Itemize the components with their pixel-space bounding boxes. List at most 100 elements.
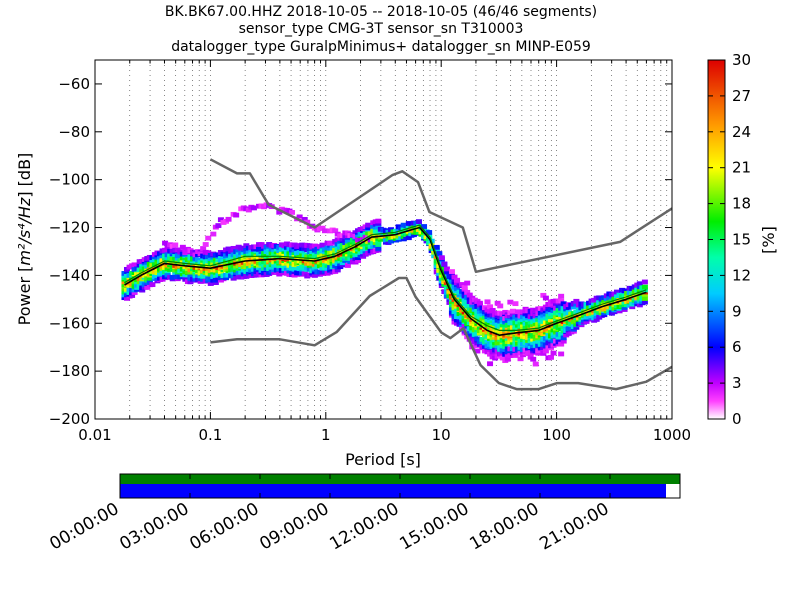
heatmap-cell: [497, 351, 504, 357]
heatmap-cell: [146, 275, 153, 281]
colorbar-tick-label: 6: [732, 338, 742, 356]
heatmap-cell: [433, 244, 440, 250]
heatmap-cell: [169, 274, 176, 280]
heatmap-cell: [182, 275, 189, 281]
colorbar-tick-label: 0: [732, 410, 742, 428]
heatmap-cell: [311, 243, 318, 249]
heatmap-cell: [243, 273, 250, 279]
x-tick-label: 1000: [653, 426, 691, 444]
heatmap-cell: [509, 311, 516, 317]
heatmap-cell: [172, 242, 179, 248]
heatmap-cell: [461, 299, 468, 305]
x-tick-label: 0.01: [78, 426, 111, 444]
heatmap-cell: [474, 348, 481, 354]
heatmap-cell: [542, 348, 549, 354]
heatmap-cell: [616, 308, 623, 314]
heatmap-cell: [332, 228, 339, 234]
heatmap-cell: [415, 219, 422, 225]
heatmap-cell: [243, 243, 250, 249]
high-noise-model-line: [209, 158, 672, 274]
heatmap-cell: [613, 289, 620, 295]
plot-frame: [94, 59, 673, 420]
heatmap-cell: [174, 255, 181, 261]
heatmap-cell: [200, 246, 207, 251]
heatmap-cell: [466, 332, 473, 337]
y-axis-label: Power [m²/s⁴/Hz] [dB]: [15, 153, 34, 326]
heatmap-cell: [454, 277, 461, 283]
heatmap-cell: [489, 307, 496, 313]
colorbar-tick-label: 21: [732, 159, 751, 177]
heatmap-cell: [162, 240, 169, 246]
heatmap-cell: [550, 350, 557, 356]
heatmap-cell: [621, 305, 628, 310]
heatmap-cell: [322, 228, 329, 234]
timeline-tick-label: 15:00:00: [396, 499, 472, 555]
heatmap-cell: [497, 303, 504, 309]
heatmap-cell: [129, 293, 136, 298]
heatmap-cell: [641, 284, 648, 290]
heatmap-cell: [621, 288, 628, 294]
heatmap-cell: [225, 216, 232, 222]
colorbar-tick-label: 30: [732, 51, 751, 69]
heatmap-cell: [388, 238, 395, 244]
heatmap-cell: [532, 361, 539, 367]
heatmap-cell: [149, 282, 156, 287]
timeline-tick-label: 00:00:00: [46, 499, 122, 555]
heatmap-cell: [205, 250, 212, 256]
heatmap-cell: [507, 353, 514, 359]
heatmap-cell: [558, 351, 565, 357]
y-tick-label: −180: [49, 362, 90, 380]
heatmap-cell: [187, 273, 194, 279]
mean-psd-line: [124, 226, 647, 337]
heatmap-cell: [514, 309, 521, 315]
colorbar-tick-label: 18: [732, 195, 751, 213]
heatmap-cell: [451, 274, 458, 280]
title-line-2: sensor_type CMG-3T sensor_sn T310003: [239, 21, 524, 37]
heatmap-cell: [344, 238, 351, 244]
heatmap-cell: [276, 271, 283, 277]
timeline-tick-label: 09:00:00: [256, 499, 332, 555]
heatmap-cell: [520, 337, 527, 343]
heatmap-cell: [448, 269, 455, 274]
x-tick-label: 1: [321, 426, 331, 444]
heatmap-cell: [443, 266, 450, 272]
psd-coverage-bar: [120, 484, 666, 498]
y-tick-label: −140: [49, 266, 90, 284]
colorbar-tick-label: 15: [732, 231, 751, 249]
heatmap-cell: [476, 342, 483, 347]
heatmap-cell: [459, 282, 466, 287]
title-line-3: datalogger_type GuralpMinimus+ datalogge…: [171, 39, 591, 55]
heatmap-cell: [375, 218, 382, 224]
low-noise-model-line: [210, 276, 672, 391]
heatmap-cell: [438, 255, 445, 261]
heatmap-cell: [230, 245, 237, 251]
timeline-tick-label: 21:00:00: [536, 499, 612, 555]
heatmap-cell: [555, 334, 562, 340]
heatmap-cell: [583, 319, 590, 324]
heatmap-cell: [311, 273, 318, 278]
heatmap-cell: [629, 304, 636, 310]
heatmap-cell: [443, 269, 450, 275]
heatmap-cell: [276, 209, 283, 215]
heatmap-cell: [301, 216, 308, 222]
heatmap-cell: [540, 317, 547, 322]
heatmap-cell: [530, 356, 537, 362]
heatmap-cell: [365, 222, 372, 228]
heatmap-cell: [499, 355, 506, 361]
colorbar-label: [%]: [759, 226, 778, 254]
heatmap-cell: [469, 336, 476, 342]
heatmap-cell: [289, 210, 296, 215]
heatmap-cell: [636, 281, 643, 287]
heatmap-cell: [217, 217, 224, 223]
heatmap-cell: [205, 235, 212, 241]
mode-psd-line: [124, 224, 647, 331]
y-tick-label: −160: [49, 314, 90, 332]
heatmap-cell: [454, 286, 461, 292]
heatmap-cell: [207, 271, 214, 277]
heatmap-cell: [487, 323, 494, 328]
heatmap-cell: [355, 258, 362, 263]
heatmap-cell: [179, 244, 186, 250]
timeline-panel: 00:00:0003:00:0006:00:0009:00:0012:00:00…: [46, 473, 681, 555]
